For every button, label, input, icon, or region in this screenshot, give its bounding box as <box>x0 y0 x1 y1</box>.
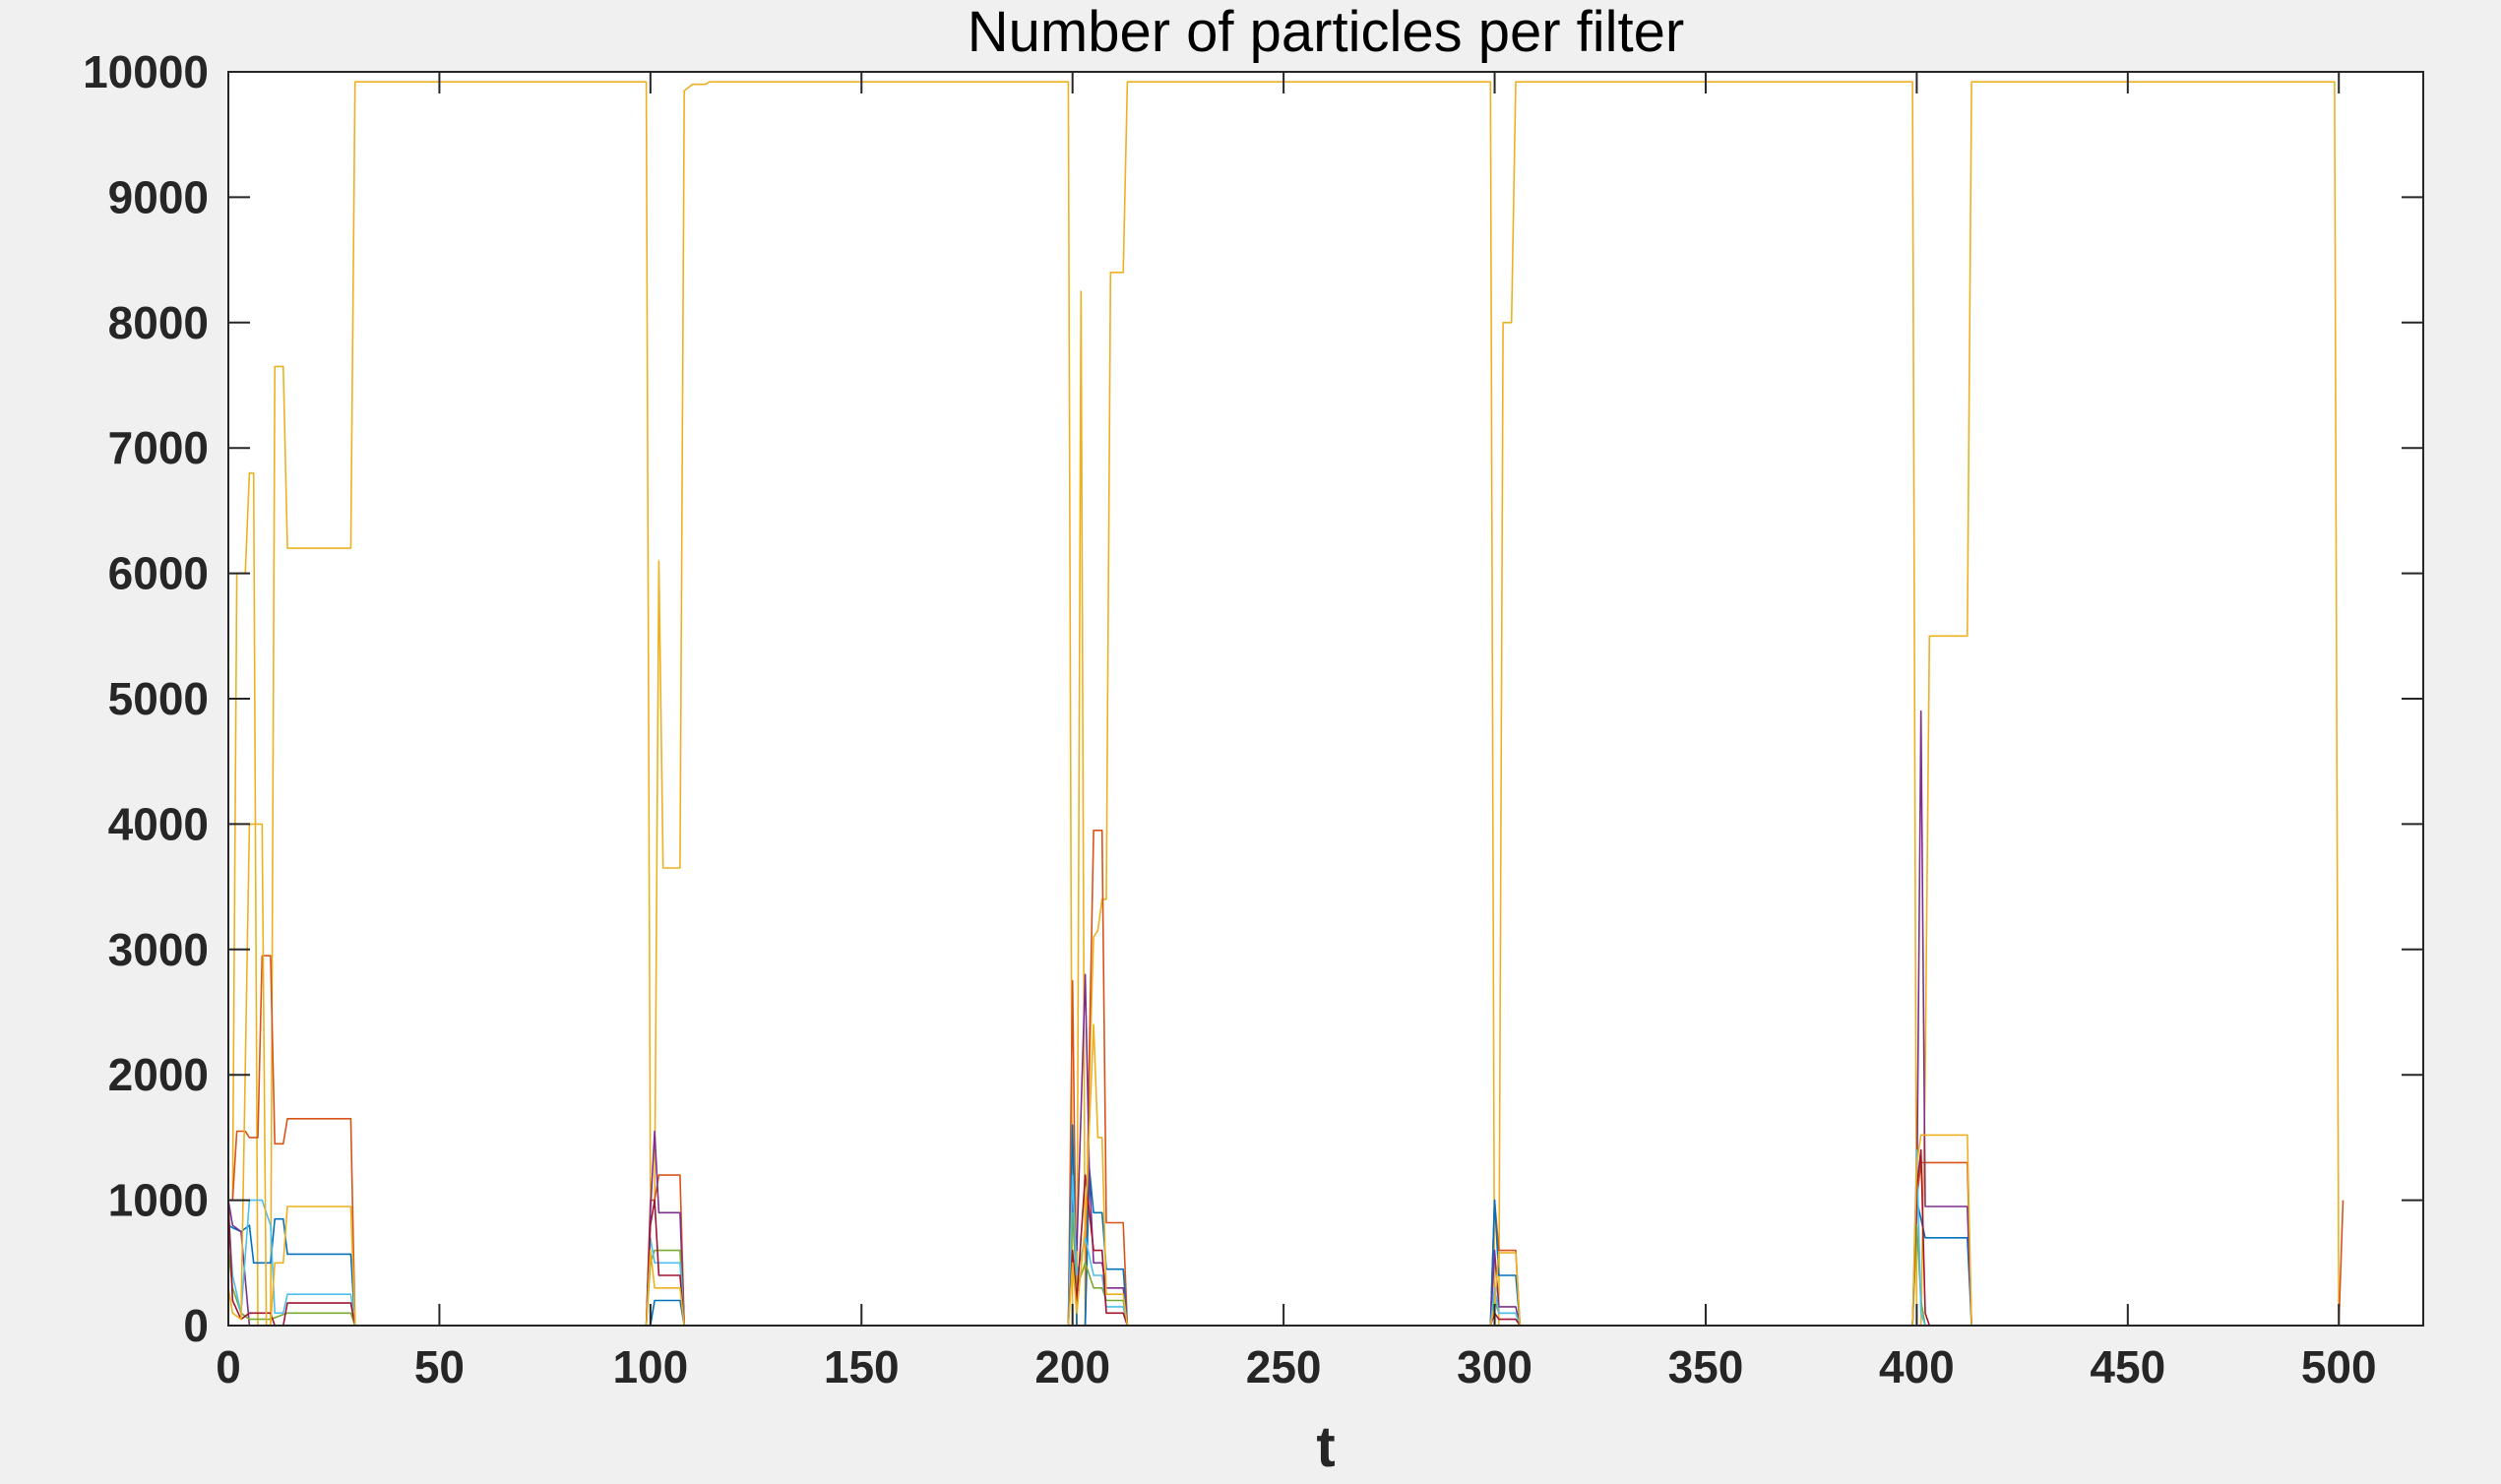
x-axis-title: t <box>1316 1415 1335 1479</box>
x-tick-label-300: 300 <box>1457 1341 1532 1392</box>
y-tick-label-3000: 3000 <box>108 924 209 975</box>
x-tick-label-450: 450 <box>2090 1341 2165 1392</box>
y-tick-label-6000: 6000 <box>108 548 209 599</box>
x-tick-label-100: 100 <box>612 1341 688 1392</box>
x-tick-label-50: 50 <box>414 1341 465 1392</box>
x-tick-label-350: 350 <box>1668 1341 1744 1392</box>
x-tick-label-0: 0 <box>216 1341 241 1392</box>
x-tick-label-250: 250 <box>1246 1341 1322 1392</box>
series-line-1 <box>228 81 2344 1327</box>
series-line-8 <box>227 823 2344 1327</box>
y-tick-label-10000: 10000 <box>83 46 209 97</box>
x-tick-label-400: 400 <box>1879 1341 1955 1392</box>
x-tick-label-200: 200 <box>1034 1341 1110 1392</box>
axes-layer: 0 50 100 150 200 250 300 350 400 450 5000100020003… <box>83 46 2424 1392</box>
y-tick-label-8000: 8000 <box>108 297 209 348</box>
y-tick-label-0: 0 <box>183 1300 209 1351</box>
y-tick-label-2000: 2000 <box>108 1049 209 1100</box>
x-tick-label-500: 500 <box>2301 1341 2377 1392</box>
chart-title: Number of particles per filter <box>968 0 1684 64</box>
y-tick-label-4000: 4000 <box>108 798 209 849</box>
plot-area <box>228 72 2423 1326</box>
y-tick-label-9000: 9000 <box>108 171 209 222</box>
y-tick-label-1000: 1000 <box>108 1175 209 1226</box>
x-tick-label-150: 150 <box>824 1341 900 1392</box>
y-tick-label-7000: 7000 <box>108 422 209 473</box>
y-tick-label-5000: 5000 <box>108 673 209 724</box>
